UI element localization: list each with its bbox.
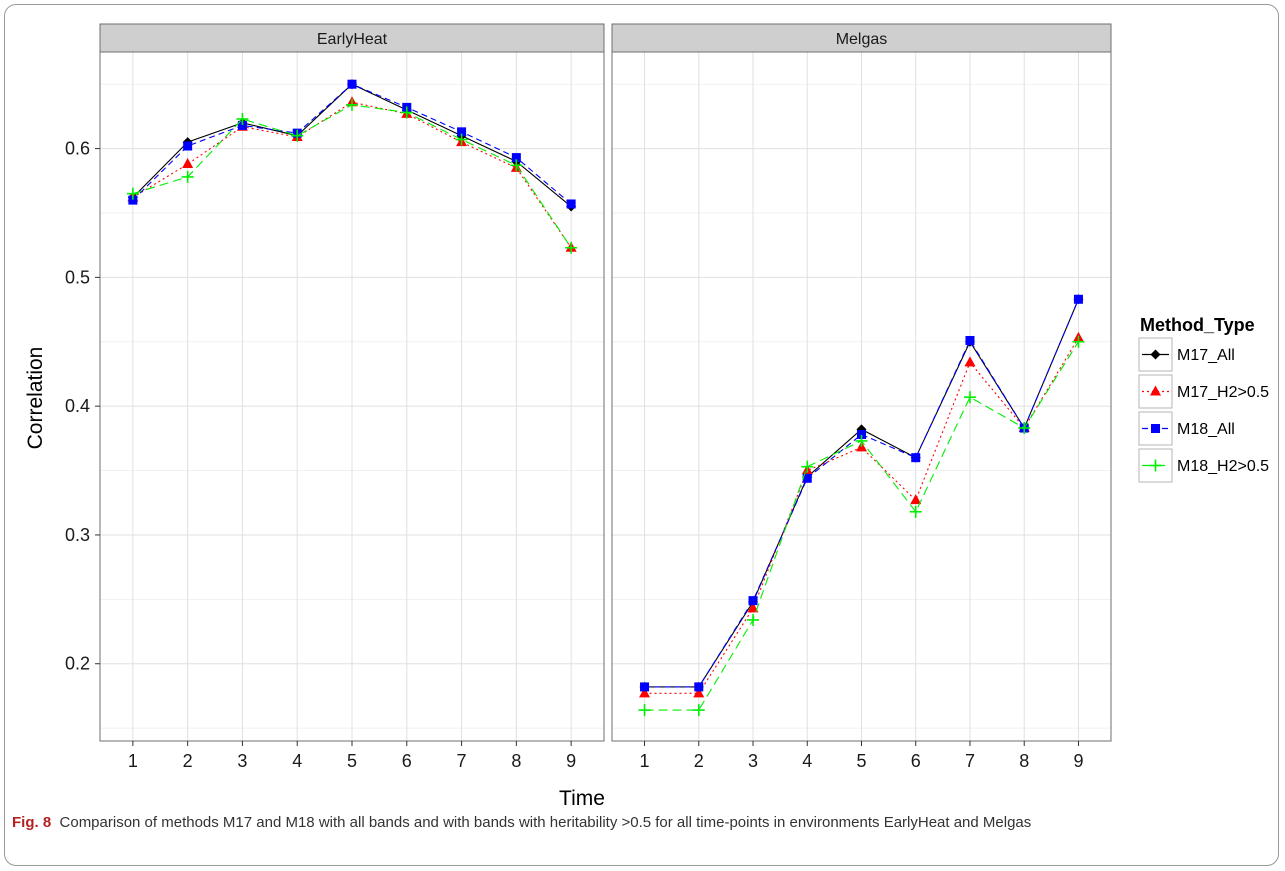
x-tick-label: 2 [694, 751, 704, 771]
x-tick-label: 8 [1019, 751, 1029, 771]
x-tick-label: 4 [802, 751, 812, 771]
line-chart: EarlyHeat Melgas 0.2 0.3 0.4 0.5 0.6 1 2 3 4 5 6 7 8… [24, 23, 1269, 810]
data-point [639, 687, 651, 698]
x-tick-label: 8 [511, 751, 521, 771]
data-point [965, 335, 975, 345]
figure-frame [4, 4, 1279, 866]
data-point [638, 704, 651, 717]
y-tick-label: 0.2 [65, 654, 90, 674]
legend-label: M18_H2>0.5 [1177, 458, 1269, 475]
x-tick-label: 6 [402, 751, 412, 771]
legend: Method_Type M17_All M17_H2>0.5 M18_All M18_… [1138, 315, 1269, 483]
data-point [128, 195, 138, 205]
legend-title: Method_Type [1140, 315, 1255, 335]
data-point [566, 199, 576, 209]
data-point [1018, 422, 1031, 435]
facet-strip-label: Melgas [836, 31, 888, 48]
data-point [455, 133, 468, 146]
data-point [291, 129, 304, 142]
data-point [692, 704, 705, 717]
data-point [909, 505, 922, 518]
x-tick-label: 9 [1073, 751, 1083, 771]
data-point [747, 613, 760, 626]
legend-item-m17-h2-0-5: M17_H2>0.5 [1138, 374, 1269, 409]
x-tick-label: 9 [566, 751, 576, 771]
x-tick-label: 7 [457, 751, 467, 771]
figure-caption: Fig. 8 Comparison of methods M17 and M18… [12, 812, 1267, 833]
caption-label: Fig. 8 [12, 814, 52, 831]
data-point [964, 356, 976, 367]
data-point [181, 170, 194, 183]
x-tick-label: 3 [237, 751, 247, 771]
x-tick-label: 5 [856, 751, 866, 771]
data-point [802, 473, 812, 483]
data-point [457, 127, 467, 137]
data-point [801, 460, 814, 473]
data-point [346, 98, 358, 111]
y-tick-label: 0.5 [65, 267, 90, 287]
legend-label: M17_All [1177, 347, 1235, 364]
legend-item-m18-all: M18_All [1138, 411, 1235, 446]
x-tick-label: 1 [128, 751, 138, 771]
data-point [747, 602, 759, 613]
x-tick-label: 5 [347, 751, 357, 771]
legend-key-marker [1150, 349, 1161, 360]
facet-panel-earlyheat: EarlyHeat [99, 23, 605, 742]
x-tick-label: 2 [183, 751, 193, 771]
legend-label: M17_H2>0.5 [1177, 384, 1269, 401]
legend-item-m17-all: M17_All [1138, 337, 1235, 372]
data-point [693, 687, 705, 698]
data-point [1072, 335, 1085, 348]
data-point [963, 391, 976, 404]
data-point [565, 241, 578, 254]
data-point [911, 453, 921, 463]
x-tick-label: 3 [748, 751, 758, 771]
legend-key-marker [1151, 424, 1160, 433]
x-tick-label: 4 [292, 751, 302, 771]
legend-label: M18_All [1177, 421, 1235, 438]
x-tick-label: 6 [911, 751, 921, 771]
data-point [236, 112, 249, 125]
data-point [1073, 294, 1083, 304]
data-point [748, 596, 758, 606]
legend-item-m18-h2-0-5: M18_H2>0.5 [1138, 448, 1269, 483]
legend-key-marker [1150, 385, 1161, 396]
caption-text: Comparison of methods M17 and M18 with a… [59, 814, 1032, 831]
data-point [855, 434, 868, 447]
data-point [694, 682, 704, 692]
facet-strip [611, 23, 1112, 53]
facet-strip-label: EarlyHeat [317, 31, 388, 48]
data-point [400, 106, 413, 119]
data-point [237, 120, 247, 130]
facet-panel-melgas: Melgas [611, 23, 1112, 742]
data-point [510, 159, 523, 172]
data-point [511, 153, 521, 163]
legend-key [1138, 374, 1173, 409]
y-tick-label: 0.3 [65, 525, 90, 545]
x-tick-label: 1 [640, 751, 650, 771]
y-axis-title: Correlation [24, 347, 47, 450]
data-point [857, 429, 866, 439]
y-tick-label: 0.4 [65, 396, 90, 416]
legend-key-marker [1149, 459, 1162, 472]
data-point [910, 494, 922, 505]
data-point [183, 141, 193, 151]
data-point [126, 187, 139, 200]
y-tick-label: 0.6 [65, 139, 90, 159]
data-point [182, 158, 194, 169]
data-point [347, 79, 357, 89]
data-point [640, 682, 650, 692]
series-m18-h2-0-5 [126, 98, 578, 254]
x-axis-title: Time [559, 787, 605, 810]
series-m18-h2-0-5 [638, 335, 1085, 717]
x-tick-label: 7 [965, 751, 975, 771]
